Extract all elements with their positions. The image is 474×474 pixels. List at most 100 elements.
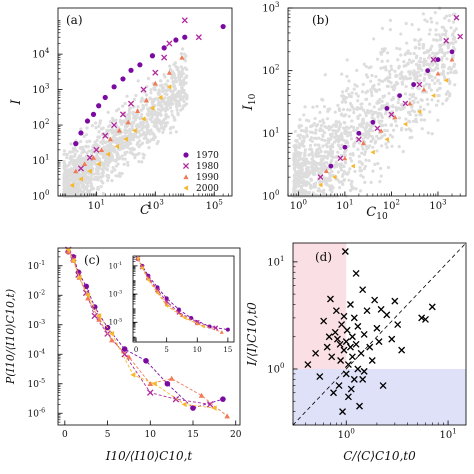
cloud-point — [143, 132, 147, 136]
cloud-point — [425, 19, 429, 24]
cloud-point — [350, 185, 354, 189]
cloud-point — [445, 57, 449, 61]
cloud-point — [141, 105, 146, 109]
cloud-point — [412, 99, 416, 103]
cloud-point — [80, 182, 85, 186]
cloud-point — [173, 87, 177, 91]
cloud-point — [367, 130, 371, 134]
cloud-point — [154, 124, 158, 128]
cloud-point — [74, 177, 79, 182]
cloud-point — [86, 166, 90, 170]
cloud-point — [69, 179, 73, 183]
cloud-point — [330, 158, 334, 162]
cloud-point — [156, 119, 160, 123]
cloud-point — [112, 146, 116, 150]
cloud-point — [371, 145, 375, 149]
cloud-point — [361, 118, 365, 122]
cloud-point — [337, 107, 341, 111]
cloud-point — [63, 165, 67, 169]
cloud-point — [330, 190, 334, 194]
data-point — [342, 144, 348, 150]
cloud-point — [344, 172, 348, 176]
cloud-point — [114, 109, 119, 113]
cloud-point — [308, 184, 312, 188]
cloud-point — [105, 144, 109, 148]
cloud-point — [177, 89, 181, 93]
x-tick-label: 0 — [62, 430, 68, 440]
cloud-point — [327, 178, 332, 183]
cloud-point — [374, 110, 378, 115]
cloud-point — [95, 154, 99, 158]
cloud-point — [315, 104, 319, 109]
cloud-point — [68, 186, 73, 190]
cloud-point — [63, 169, 67, 173]
cloud-point — [101, 153, 105, 157]
cloud-point — [185, 93, 189, 97]
cloud-point — [320, 169, 324, 173]
cloud-point — [62, 161, 66, 165]
cloud-point — [72, 174, 76, 178]
cloud-point — [178, 82, 182, 87]
cloud-point — [434, 33, 438, 37]
cloud-point — [67, 173, 71, 177]
cloud-point — [158, 84, 162, 88]
cloud-point — [395, 124, 399, 128]
cloud-point — [85, 126, 89, 130]
cloud-point — [72, 163, 77, 167]
cloud-point — [430, 20, 434, 24]
cloud-point — [157, 92, 162, 96]
cloud-point — [426, 62, 430, 66]
cloud-point — [336, 150, 340, 154]
cloud-point — [376, 99, 380, 103]
cloud-point — [334, 155, 338, 159]
cloud-point — [165, 114, 169, 118]
cloud-point — [166, 79, 170, 83]
cloud-point — [294, 146, 298, 150]
cloud-point — [164, 113, 168, 118]
cloud-point — [62, 171, 67, 175]
cloud-point — [144, 135, 148, 140]
cloud-point — [419, 98, 423, 102]
cloud-point — [423, 72, 427, 76]
cloud-point — [178, 81, 182, 85]
cloud-point — [312, 122, 316, 126]
cloud-point — [178, 96, 183, 100]
cloud-point — [316, 147, 320, 152]
cloud-point — [159, 123, 163, 127]
cloud-point — [171, 102, 175, 106]
cloud-point — [110, 154, 115, 159]
cloud-point — [387, 69, 391, 74]
cloud-point — [146, 129, 150, 133]
cloud-point — [330, 142, 335, 147]
cloud-point — [301, 157, 306, 161]
cloud-point — [365, 123, 370, 127]
y-axis-label: P(I10/⟨I10⟩C10,t) — [4, 289, 17, 385]
cloud-point — [71, 191, 75, 195]
cloud-point — [176, 94, 181, 99]
cloud-point — [394, 82, 398, 87]
cloud-point — [181, 81, 185, 86]
cloud-point — [139, 121, 143, 125]
cloud-point — [121, 146, 125, 150]
cloud-point — [298, 163, 303, 167]
cloud-point — [399, 53, 403, 57]
cloud-point — [94, 172, 99, 176]
cloud-point — [159, 113, 163, 117]
cloud-point — [303, 151, 307, 155]
cloud-point — [427, 72, 431, 76]
cloud-point — [428, 74, 432, 78]
cloud-point — [105, 174, 109, 178]
cloud-point — [79, 158, 84, 162]
cloud-point — [119, 140, 123, 144]
cloud-point — [317, 143, 321, 147]
cloud-point — [66, 176, 70, 180]
cloud-point — [156, 103, 160, 107]
cloud-point — [137, 145, 141, 149]
cloud-point — [292, 161, 296, 165]
cloud-point — [320, 123, 324, 128]
cloud-point — [313, 185, 317, 189]
cloud-point — [380, 115, 384, 120]
cloud-point — [427, 63, 431, 67]
cloud-point — [407, 110, 411, 114]
cloud-point — [130, 151, 134, 156]
